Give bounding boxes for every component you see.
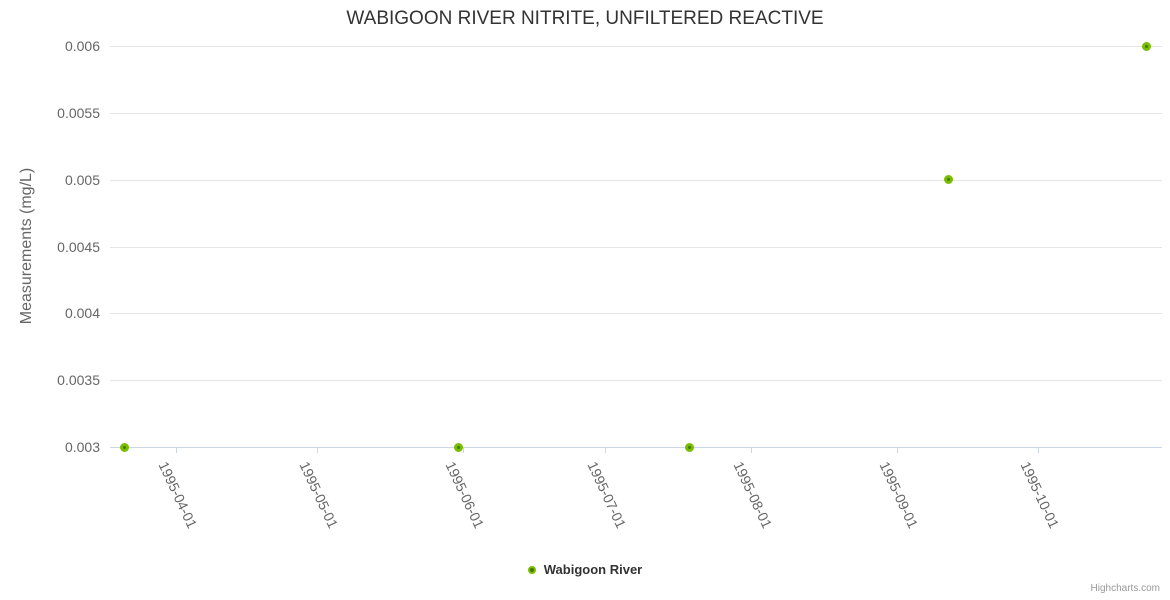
data-point[interactable] [1142, 41, 1152, 51]
x-axis-tick-label: 1995-09-01 [876, 459, 922, 531]
y-axis-tick-label: 0.0055 [57, 104, 100, 121]
x-axis-tick-label: 1995-07-01 [584, 459, 630, 531]
data-point[interactable] [685, 442, 695, 452]
y-axis-tick-label: 0.0045 [57, 238, 100, 255]
x-axis-tick-mark [897, 447, 898, 453]
y-axis-tick-label: 0.0035 [57, 372, 100, 389]
chart-title: WABIGOON RIVER NITRITE, UNFILTERED REACT… [346, 8, 824, 29]
y-axis-tick-label: 0.004 [64, 305, 100, 322]
x-axis-tick-mark [1038, 447, 1039, 453]
y-axis-tick-label: 0.005 [64, 171, 100, 188]
x-axis-tick-mark [463, 447, 464, 453]
x-axis-tick-mark [751, 447, 752, 453]
x-axis-tick-label: 1995-10-01 [1017, 459, 1063, 531]
highcharts-credit-link[interactable]: Highcharts.com [1090, 583, 1160, 594]
x-axis-tick-mark [317, 447, 318, 453]
legend-marker-icon [527, 565, 536, 574]
y-gridline [110, 380, 1162, 382]
y-gridline [110, 46, 1162, 47]
data-point[interactable] [454, 442, 464, 452]
legend-label: Wabigoon River [543, 562, 643, 577]
y-gridline [110, 179, 1162, 181]
x-axis-tick-label: 1995-06-01 [442, 459, 488, 531]
x-axis-tick-label: 1995-04-01 [155, 459, 201, 531]
y-gridline [110, 313, 1162, 315]
legend-item-wabigoon-river[interactable]: Wabigoon River [0, 562, 1170, 577]
x-axis-line [110, 447, 1162, 448]
data-point[interactable] [119, 442, 129, 452]
x-axis-tick-label: 1995-08-01 [730, 459, 776, 531]
y-axis-tick-label: 0.006 [64, 38, 100, 54]
data-point[interactable] [944, 175, 954, 185]
y-gridline [110, 246, 1162, 248]
x-axis-tick-label: 1995-05-01 [296, 459, 342, 531]
x-axis-tick-mark [176, 447, 177, 453]
x-axis-tick-mark [605, 447, 606, 453]
y-axis-tick-label: 0.003 [64, 439, 100, 455]
y-gridline [110, 112, 1162, 114]
